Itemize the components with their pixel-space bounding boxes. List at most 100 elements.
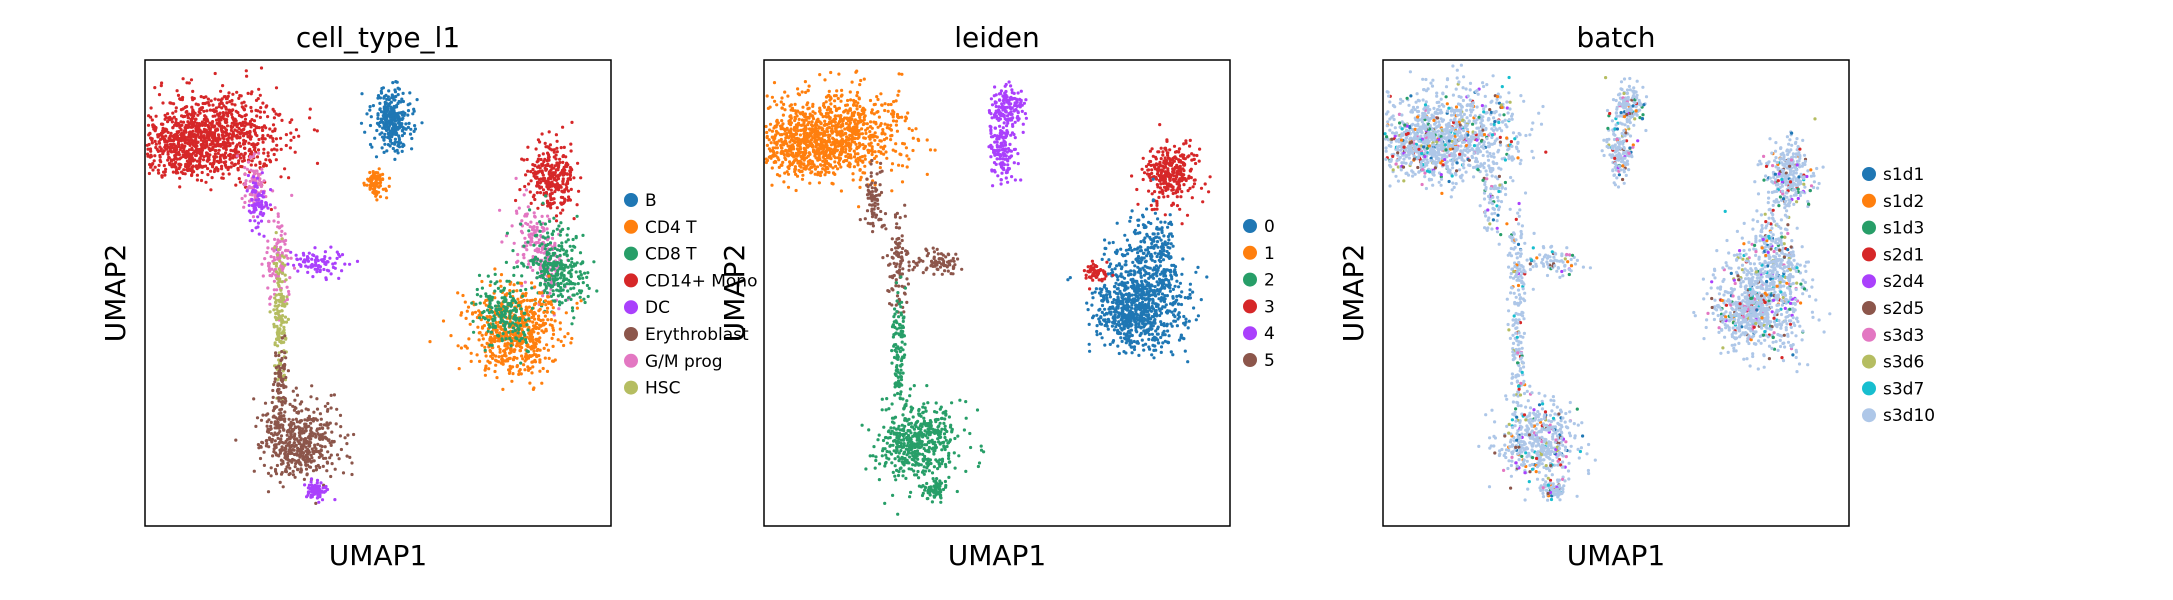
data-point bbox=[523, 318, 528, 322]
data-point bbox=[182, 168, 186, 172]
data-point bbox=[546, 201, 550, 205]
data-point bbox=[305, 255, 310, 259]
data-point bbox=[553, 319, 557, 323]
data-point bbox=[477, 309, 481, 313]
data-point bbox=[502, 305, 506, 309]
data-point bbox=[561, 179, 565, 183]
data-point bbox=[852, 149, 856, 153]
data-point bbox=[318, 465, 322, 470]
data-point bbox=[905, 154, 909, 158]
data-point bbox=[390, 141, 394, 145]
data-point bbox=[296, 446, 300, 450]
data-point bbox=[298, 461, 302, 465]
data-point bbox=[233, 128, 237, 132]
data-point bbox=[243, 166, 247, 170]
data-point bbox=[221, 140, 225, 144]
data-point bbox=[284, 399, 288, 403]
data-point bbox=[186, 116, 190, 120]
data-point bbox=[212, 108, 216, 112]
data-point bbox=[555, 150, 559, 154]
data-point bbox=[536, 338, 540, 343]
data-point bbox=[233, 103, 237, 107]
data-point bbox=[283, 263, 287, 267]
data-point bbox=[393, 112, 397, 117]
data-point bbox=[886, 109, 890, 113]
data-point bbox=[304, 449, 308, 453]
data-point bbox=[365, 183, 369, 187]
data-point bbox=[282, 428, 286, 432]
data-point bbox=[543, 222, 548, 226]
data-point bbox=[273, 341, 277, 345]
data-point bbox=[249, 211, 253, 215]
data-point bbox=[903, 119, 907, 123]
data-point bbox=[251, 155, 256, 159]
data-point bbox=[406, 113, 410, 117]
data-point bbox=[243, 114, 247, 118]
data-point bbox=[868, 143, 872, 147]
data-point bbox=[536, 271, 540, 275]
data-point bbox=[833, 114, 837, 118]
data-point bbox=[781, 113, 786, 117]
data-point bbox=[341, 471, 346, 475]
data-point bbox=[499, 361, 503, 365]
data-point bbox=[240, 165, 244, 169]
data-point bbox=[273, 405, 277, 409]
data-point bbox=[786, 94, 790, 98]
data-point bbox=[511, 297, 515, 301]
data-point bbox=[154, 114, 158, 118]
data-point bbox=[497, 325, 501, 329]
data-point bbox=[289, 131, 293, 135]
data-point bbox=[282, 331, 286, 335]
data-point bbox=[272, 288, 276, 292]
data-point bbox=[204, 180, 208, 184]
data-point bbox=[569, 142, 573, 146]
data-point bbox=[468, 322, 472, 326]
data-point bbox=[251, 215, 256, 219]
data-point bbox=[345, 454, 349, 458]
legend-entry: G/M prog bbox=[624, 352, 723, 372]
data-point bbox=[538, 191, 543, 195]
data-point bbox=[504, 347, 508, 351]
data-point bbox=[567, 258, 571, 263]
data-point bbox=[504, 260, 508, 264]
data-point bbox=[321, 426, 325, 430]
data-point bbox=[540, 323, 545, 327]
data-point bbox=[261, 140, 265, 144]
data-point bbox=[497, 313, 501, 317]
data-point bbox=[221, 172, 225, 176]
data-point bbox=[530, 360, 534, 364]
data-point bbox=[318, 437, 322, 441]
data-point bbox=[523, 184, 527, 189]
data-point bbox=[202, 130, 206, 134]
data-point bbox=[166, 152, 170, 156]
data-point bbox=[545, 250, 549, 254]
data-point bbox=[151, 162, 155, 166]
data-point bbox=[163, 117, 167, 121]
data-point bbox=[275, 463, 279, 468]
data-point bbox=[202, 127, 206, 131]
data-point bbox=[299, 419, 304, 423]
data-point bbox=[200, 130, 204, 134]
data-point bbox=[287, 292, 291, 296]
data-point bbox=[595, 289, 599, 293]
data-point bbox=[545, 291, 549, 295]
data-point bbox=[329, 453, 333, 457]
data-point bbox=[518, 368, 522, 372]
data-point bbox=[873, 150, 877, 154]
data-point bbox=[175, 89, 179, 93]
data-point bbox=[274, 86, 279, 90]
data-point bbox=[580, 289, 584, 293]
data-point bbox=[257, 197, 261, 202]
data-point bbox=[482, 324, 486, 328]
data-point bbox=[552, 148, 556, 152]
data-point bbox=[779, 100, 783, 104]
data-point bbox=[168, 134, 172, 138]
data-point bbox=[277, 351, 281, 355]
data-point bbox=[215, 142, 219, 146]
data-point bbox=[147, 114, 151, 118]
data-point bbox=[273, 467, 278, 472]
data-point bbox=[300, 443, 304, 447]
data-point bbox=[171, 126, 175, 130]
data-point bbox=[553, 241, 557, 245]
data-point bbox=[487, 323, 491, 327]
